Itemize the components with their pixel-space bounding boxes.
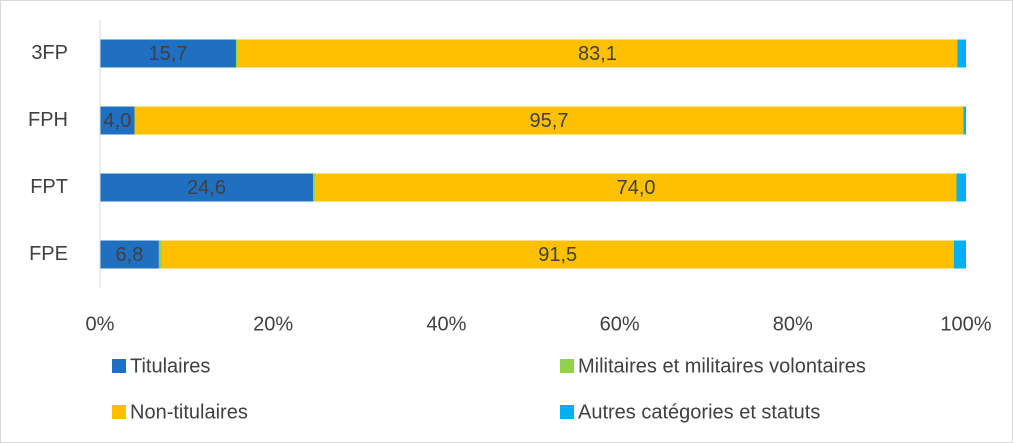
- data-label: 4,0: [103, 110, 131, 132]
- y-tick-label: FPE: [29, 243, 68, 265]
- bar-segment: [237, 39, 958, 68]
- data-label: 91,5: [538, 244, 577, 266]
- bar-segment: [315, 173, 957, 202]
- legend-swatch: [112, 405, 126, 419]
- x-tick-label: 20%: [253, 313, 293, 335]
- bar-segment: [963, 106, 966, 135]
- legend-swatch: [560, 359, 574, 373]
- data-label: 83,1: [578, 43, 617, 65]
- bar-segment: [957, 39, 966, 68]
- bar-segment: [235, 39, 238, 68]
- legend-label: Non-titulaires: [130, 401, 248, 423]
- legend-label: Titulaires: [130, 355, 210, 377]
- x-tick-label: 40%: [426, 313, 466, 335]
- x-tick-label: 0%: [86, 313, 115, 335]
- y-tick-label: FPT: [30, 176, 68, 198]
- bar-segment: [956, 173, 966, 202]
- x-tick-label: 100%: [940, 313, 991, 335]
- y-tick-label: FPH: [28, 109, 68, 131]
- legend-label: Autres catégories et statuts: [578, 401, 820, 423]
- bar-segment: [100, 173, 314, 202]
- legend-swatch: [112, 359, 126, 373]
- data-label: 74,0: [617, 177, 656, 199]
- bar-segment: [158, 240, 162, 269]
- data-label: 95,7: [530, 110, 569, 132]
- data-label: 15,7: [149, 43, 188, 65]
- y-tick-label: 3FP: [31, 42, 68, 64]
- bar-segment: [100, 106, 135, 135]
- data-label: 6,8: [116, 244, 144, 266]
- bar-segment: [953, 240, 966, 269]
- bar-segment: [134, 106, 964, 135]
- data-label: 24,6: [187, 177, 226, 199]
- bar-segment: [100, 240, 159, 269]
- bar-segment: [161, 240, 954, 269]
- legend-label: Militaires et militaires volontaires: [578, 355, 866, 377]
- legend-swatch: [560, 405, 574, 419]
- x-tick-label: 60%: [600, 313, 640, 335]
- bar-segment: [313, 173, 316, 202]
- x-tick-label: 80%: [773, 313, 813, 335]
- bar-segment: [100, 39, 236, 68]
